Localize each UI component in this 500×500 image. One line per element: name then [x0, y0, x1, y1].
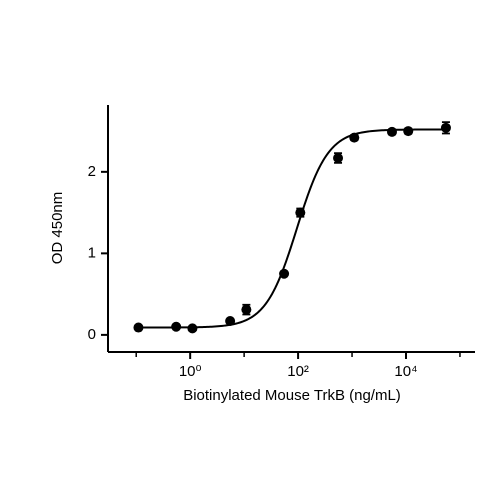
x-tick-label: 10⁰: [179, 363, 202, 380]
data-point: [295, 207, 306, 218]
data-point: [133, 322, 144, 333]
data-point: [225, 316, 236, 327]
fit-curve: [137, 128, 448, 329]
x-axis-title: Biotinylated Mouse TrkB (ng/mL): [183, 387, 401, 404]
y-tick-label: 2: [88, 163, 96, 180]
data-point: [171, 321, 182, 332]
data-point: [187, 323, 198, 334]
data-point: [386, 126, 397, 137]
data-point: [349, 132, 360, 143]
y-tick-label: 0: [88, 326, 96, 343]
data-point: [333, 152, 344, 163]
x-tick-label: 10⁴: [394, 363, 417, 380]
data-point: [440, 122, 451, 133]
y-tick-label: 1: [88, 244, 96, 261]
x-tick-label: 10²: [287, 363, 309, 380]
y-axis-title: OD 450nm: [49, 192, 66, 265]
data-point: [279, 268, 290, 279]
data-point: [403, 126, 414, 137]
data-point: [241, 304, 252, 315]
